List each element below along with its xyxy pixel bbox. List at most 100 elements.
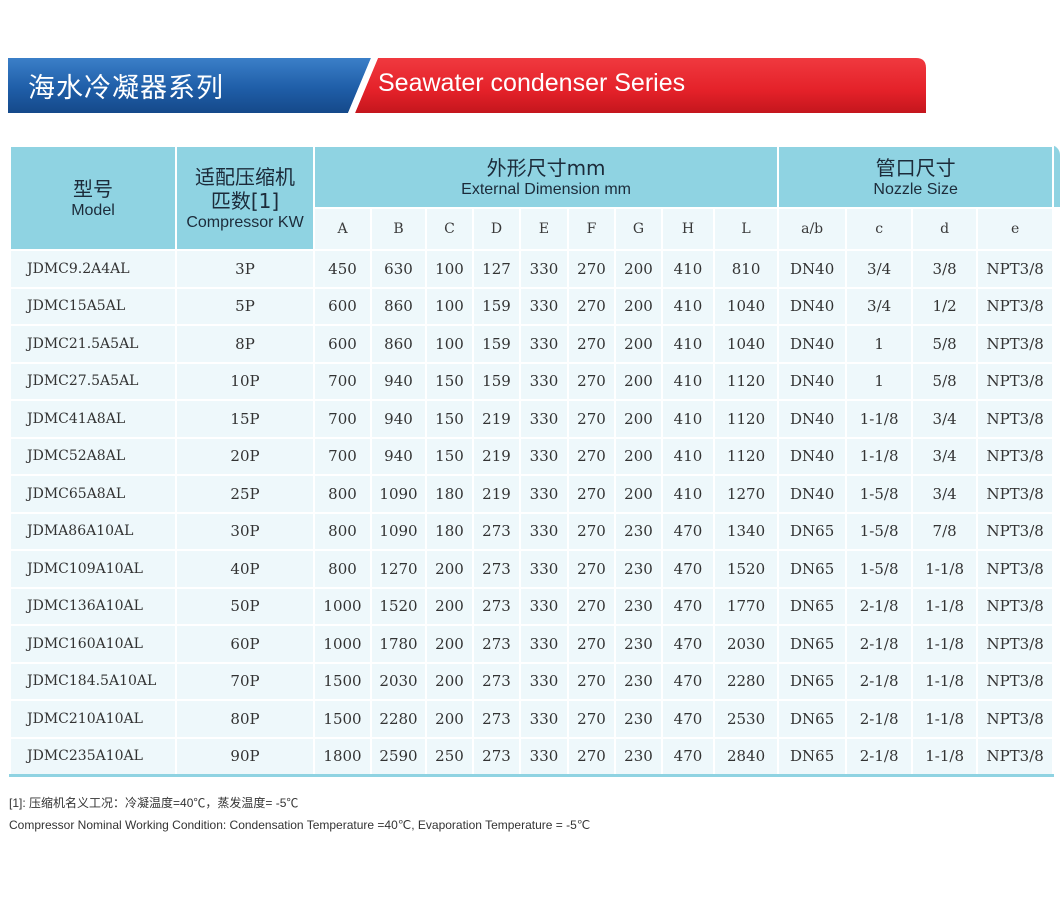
table-cell: 330 xyxy=(520,250,568,288)
table-cell: 410 xyxy=(662,250,714,288)
table-cell: 860 xyxy=(371,288,426,326)
compressor-cell: 10P xyxy=(176,363,314,401)
table-cell: 3/4 xyxy=(912,475,977,513)
table-cell: 1120 xyxy=(714,438,778,476)
table-row: JDMC184.5A10AL 70P 1500 2030 200 273 330 270 230… xyxy=(10,663,1053,701)
table-row: JDMC109A10AL 40P 800 1270 200 273 330 270 230 470… xyxy=(10,550,1053,588)
header-dimension: 外形尺寸mm External Dimension mm xyxy=(314,146,778,208)
table-cell: NPT3/8 xyxy=(977,513,1053,551)
compressor-cell: 3P xyxy=(176,250,314,288)
compressor-cell: 40P xyxy=(176,550,314,588)
table-cell: 1270 xyxy=(371,550,426,588)
table-cell: 270 xyxy=(568,663,615,701)
table-cell: DN65 xyxy=(778,625,846,663)
model-cell: JDMC136A10AL xyxy=(10,588,176,626)
model-cell: JDMC52A8AL xyxy=(10,438,176,476)
table-cell: 1500 xyxy=(314,700,371,738)
table-cell: 3/4 xyxy=(846,288,912,326)
series-banner: 海水冷凝器系列 Seawater condenser Series xyxy=(8,58,926,113)
table-cell: 200 xyxy=(615,400,662,438)
table-cell: DN40 xyxy=(778,325,846,363)
footnote-en: Compressor Nominal Working Condition: Co… xyxy=(9,814,590,836)
table-cell: 1 xyxy=(846,363,912,401)
table-cell: 1520 xyxy=(714,550,778,588)
table-cell: 270 xyxy=(568,288,615,326)
table-cell: 230 xyxy=(615,513,662,551)
table-cell: 330 xyxy=(520,663,568,701)
table-cell: 250 xyxy=(426,738,473,776)
nozzle-col-d-header: d xyxy=(912,208,977,250)
header-dimension-en: External Dimension mm xyxy=(315,180,777,199)
table-cell: 1340 xyxy=(714,513,778,551)
table-cell: 100 xyxy=(426,250,473,288)
table-cell: 200 xyxy=(426,588,473,626)
table-row: JDMA86A10AL 30P 800 1090 180 273 330 270 230 470 1… xyxy=(10,513,1053,551)
compressor-cell: 5P xyxy=(176,288,314,326)
table-cell: 230 xyxy=(615,588,662,626)
table-cell: 150 xyxy=(426,438,473,476)
table-cell: NPT3/8 xyxy=(977,550,1053,588)
table-cell: 270 xyxy=(568,550,615,588)
dim-col-b-header: B xyxy=(371,208,426,250)
table-cell: 219 xyxy=(473,400,520,438)
compressor-cell: 30P xyxy=(176,513,314,551)
table-cell: 1500 xyxy=(314,663,371,701)
table-cell: 2030 xyxy=(371,663,426,701)
table-cell: 2280 xyxy=(371,700,426,738)
table-cell: 219 xyxy=(473,438,520,476)
table-cell: 800 xyxy=(314,475,371,513)
table-cell: 1-1/8 xyxy=(912,625,977,663)
table-cell: 700 xyxy=(314,438,371,476)
table-cell: 1-5/8 xyxy=(846,550,912,588)
table-cell: 1-5/8 xyxy=(846,513,912,551)
table-cell: 1040 xyxy=(714,288,778,326)
table-cell: 270 xyxy=(568,438,615,476)
table-cell: 1090 xyxy=(371,513,426,551)
table-cell: NPT3/8 xyxy=(977,250,1053,288)
table-cell: 1-1/8 xyxy=(912,550,977,588)
dim-col-c-header: C xyxy=(426,208,473,250)
table-cell: 330 xyxy=(520,288,568,326)
table-cell: NPT3/8 xyxy=(977,325,1053,363)
table-cell: 800 xyxy=(314,513,371,551)
table-cell: 2590 xyxy=(371,738,426,776)
table-cell: 270 xyxy=(568,513,615,551)
table-cell: 2030 xyxy=(714,625,778,663)
table-cell: 410 xyxy=(662,325,714,363)
table-cell: DN65 xyxy=(778,513,846,551)
table-cell: 270 xyxy=(568,588,615,626)
header-nozzle-cn: 管口尺寸 xyxy=(779,156,1052,180)
dim-col-g-header: G xyxy=(615,208,662,250)
table-cell: NPT3/8 xyxy=(977,625,1053,663)
table-cell: 1-1/8 xyxy=(846,400,912,438)
model-cell: JDMC210A10AL xyxy=(10,700,176,738)
table-cell: 200 xyxy=(426,663,473,701)
table-cell: 330 xyxy=(520,625,568,663)
table-cell: 200 xyxy=(615,438,662,476)
table-cell: 630 xyxy=(371,250,426,288)
table-cell: 2280 xyxy=(714,663,778,701)
table-cell: 273 xyxy=(473,588,520,626)
spec-table-body: JDMC9.2A4AL 3P 450 630 100 127 330 270 200 410 810… xyxy=(10,250,1053,776)
dim-col-h-header: H xyxy=(662,208,714,250)
table-row: JDMC15A5AL 5P 600 860 100 159 330 270 200 410 1040… xyxy=(10,288,1053,326)
header-compressor: 适配压缩机匹数[1] Compressor KW xyxy=(176,146,314,250)
table-cell: 470 xyxy=(662,550,714,588)
table-row: JDMC65A8AL 25P 800 1090 180 219 330 270 200 410 12… xyxy=(10,475,1053,513)
table-row: JDMC136A10AL 50P 1000 1520 200 273 330 270 230 47… xyxy=(10,588,1053,626)
table-cell: 273 xyxy=(473,513,520,551)
model-cell: JDMC235A10AL xyxy=(10,738,176,776)
table-cell: 5/8 xyxy=(912,363,977,401)
compressor-cell: 90P xyxy=(176,738,314,776)
table-cell: 180 xyxy=(426,475,473,513)
table-cell: 330 xyxy=(520,513,568,551)
table-cell: 1000 xyxy=(314,588,371,626)
header-compressor-cn: 适配压缩机匹数[1] xyxy=(177,165,313,213)
table-cell: 450 xyxy=(314,250,371,288)
table-cell: NPT3/8 xyxy=(977,400,1053,438)
dim-col-l-header: L xyxy=(714,208,778,250)
table-cell: 810 xyxy=(714,250,778,288)
table-cell: 2-1/8 xyxy=(846,700,912,738)
table-cell: 860 xyxy=(371,325,426,363)
compressor-cell: 60P xyxy=(176,625,314,663)
